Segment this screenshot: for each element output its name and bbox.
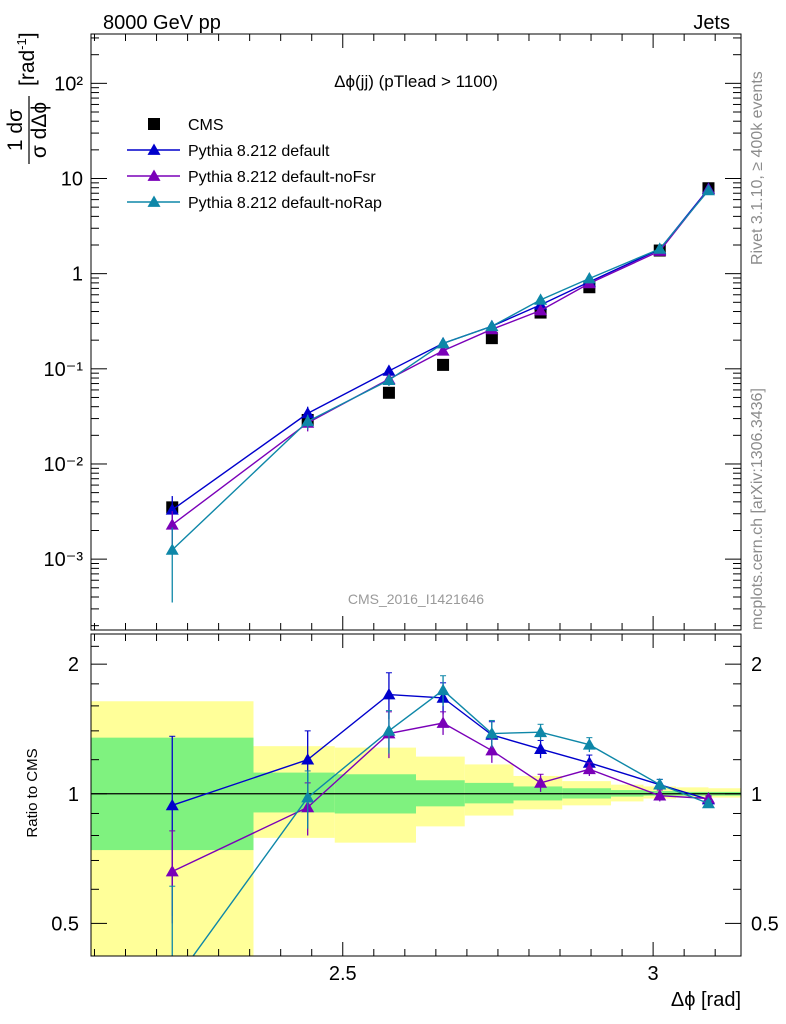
data-point bbox=[701, 183, 715, 196]
y-tick-label: 10⁻¹ bbox=[44, 359, 84, 381]
ratio-y-tick-label-left: 2 bbox=[68, 654, 79, 676]
ratio-point bbox=[534, 742, 548, 754]
ratio-plot-frame bbox=[90, 633, 742, 957]
ratio-point bbox=[485, 727, 499, 739]
data-point bbox=[165, 503, 179, 515]
legend-label: Pythia 8.212 default-noFsr bbox=[188, 169, 376, 186]
data-point bbox=[382, 373, 396, 386]
ratio-point bbox=[653, 778, 667, 790]
data-point bbox=[485, 319, 499, 332]
svg-text:[rad-1]: [rad-1] bbox=[14, 32, 39, 86]
uncertainty-band-inner bbox=[253, 772, 335, 813]
plot-title: Δϕ(jj) (pTlead > 1100) bbox=[334, 72, 498, 91]
legend-label: Pythia 8.212 default bbox=[188, 143, 330, 160]
y-tick-label: 1 bbox=[72, 264, 83, 286]
legend-marker bbox=[147, 195, 161, 207]
uncertainty-band-inner bbox=[464, 782, 514, 804]
mcplots-label: mcplots.cern.ch [arXiv:1306.3436] bbox=[749, 388, 766, 630]
data-point bbox=[582, 271, 596, 284]
data-point bbox=[653, 242, 667, 254]
ratio-point bbox=[301, 753, 315, 765]
y-tick-label: 10² bbox=[54, 73, 83, 95]
data-point bbox=[165, 518, 179, 530]
ratio-point bbox=[582, 738, 596, 750]
legend: CMS Pythia 8.212 default Pythia 8.212 defa… bbox=[127, 117, 382, 212]
legend-label: Pythia 8.212 default-noRap bbox=[188, 195, 382, 212]
data-point bbox=[382, 364, 396, 376]
header-left: 8000 GeV pp bbox=[103, 12, 221, 34]
x-tick-label: 2.5 bbox=[329, 963, 357, 985]
data-point-cms bbox=[485, 332, 498, 345]
ratio-point bbox=[534, 776, 548, 788]
main-plot-frame bbox=[90, 33, 742, 631]
data-point bbox=[436, 336, 450, 349]
rivet-label: Rivet 3.1.10, ≥ 400k events bbox=[749, 71, 766, 265]
data-point bbox=[534, 293, 548, 305]
legend-label: CMS bbox=[188, 117, 224, 134]
data-point-cms bbox=[437, 358, 450, 371]
legend-marker bbox=[148, 118, 160, 130]
data-point bbox=[165, 543, 179, 555]
ratio-y-tick-label-right: 2 bbox=[751, 654, 762, 676]
y-tick-label: 10⁻³ bbox=[44, 549, 84, 571]
ratio-point bbox=[701, 796, 715, 809]
ratio-point bbox=[436, 716, 450, 728]
data-point bbox=[534, 304, 548, 316]
legend-marker bbox=[147, 143, 161, 155]
x-axis-label: Δϕ [rad] bbox=[671, 989, 741, 1011]
ratio-point bbox=[382, 724, 396, 736]
ratio-plot-panel: 0.5 0.5 1 1 2 2 2.5 3 Ratio to CMS Δϕ [rad] bbox=[24, 633, 779, 1011]
y-tick-label: 10⁻² bbox=[44, 454, 84, 476]
data-point-cms bbox=[382, 386, 395, 399]
ratio-y-tick-label-left: 1 bbox=[68, 784, 79, 806]
ratio-point bbox=[485, 744, 499, 756]
ratio-point bbox=[653, 789, 667, 801]
ratio-y-tick-label-right: 0.5 bbox=[751, 913, 779, 935]
legend-marker bbox=[147, 169, 161, 181]
x-tick-label: 3 bbox=[648, 963, 659, 985]
ratio-point bbox=[382, 688, 396, 700]
y-tick-label: 10 bbox=[61, 168, 83, 190]
data-point bbox=[301, 406, 315, 419]
ratio-y-tick-label-right: 1 bbox=[751, 784, 762, 806]
ratio-point bbox=[582, 756, 596, 768]
main-plot-panel: 10⁻³ 10⁻² 10⁻¹ 1 10 10² Δϕ(jj) (pTlead > 1100… bbox=[44, 33, 742, 631]
watermark-label: CMS_2016_I1421646 bbox=[348, 591, 484, 607]
svg-text:σ dΔϕ: σ dΔϕ bbox=[28, 102, 51, 158]
ratio-point bbox=[436, 683, 450, 696]
svg-text:1 dσ: 1 dσ bbox=[4, 109, 27, 151]
ratio-y-tick-label-left: 0.5 bbox=[51, 913, 79, 935]
ratio-point bbox=[301, 791, 315, 803]
ratio-point bbox=[582, 762, 596, 775]
data-point bbox=[436, 344, 450, 356]
data-point bbox=[301, 414, 315, 427]
ratio-y-label: Ratio to CMS bbox=[24, 748, 41, 837]
ratio-point bbox=[165, 864, 179, 877]
ratio-point bbox=[165, 798, 179, 811]
header-right: Jets bbox=[693, 12, 730, 34]
y-axis-label: 1 dσ σ dΔϕ [rad-1] bbox=[4, 32, 51, 164]
ratio-point bbox=[534, 725, 548, 738]
